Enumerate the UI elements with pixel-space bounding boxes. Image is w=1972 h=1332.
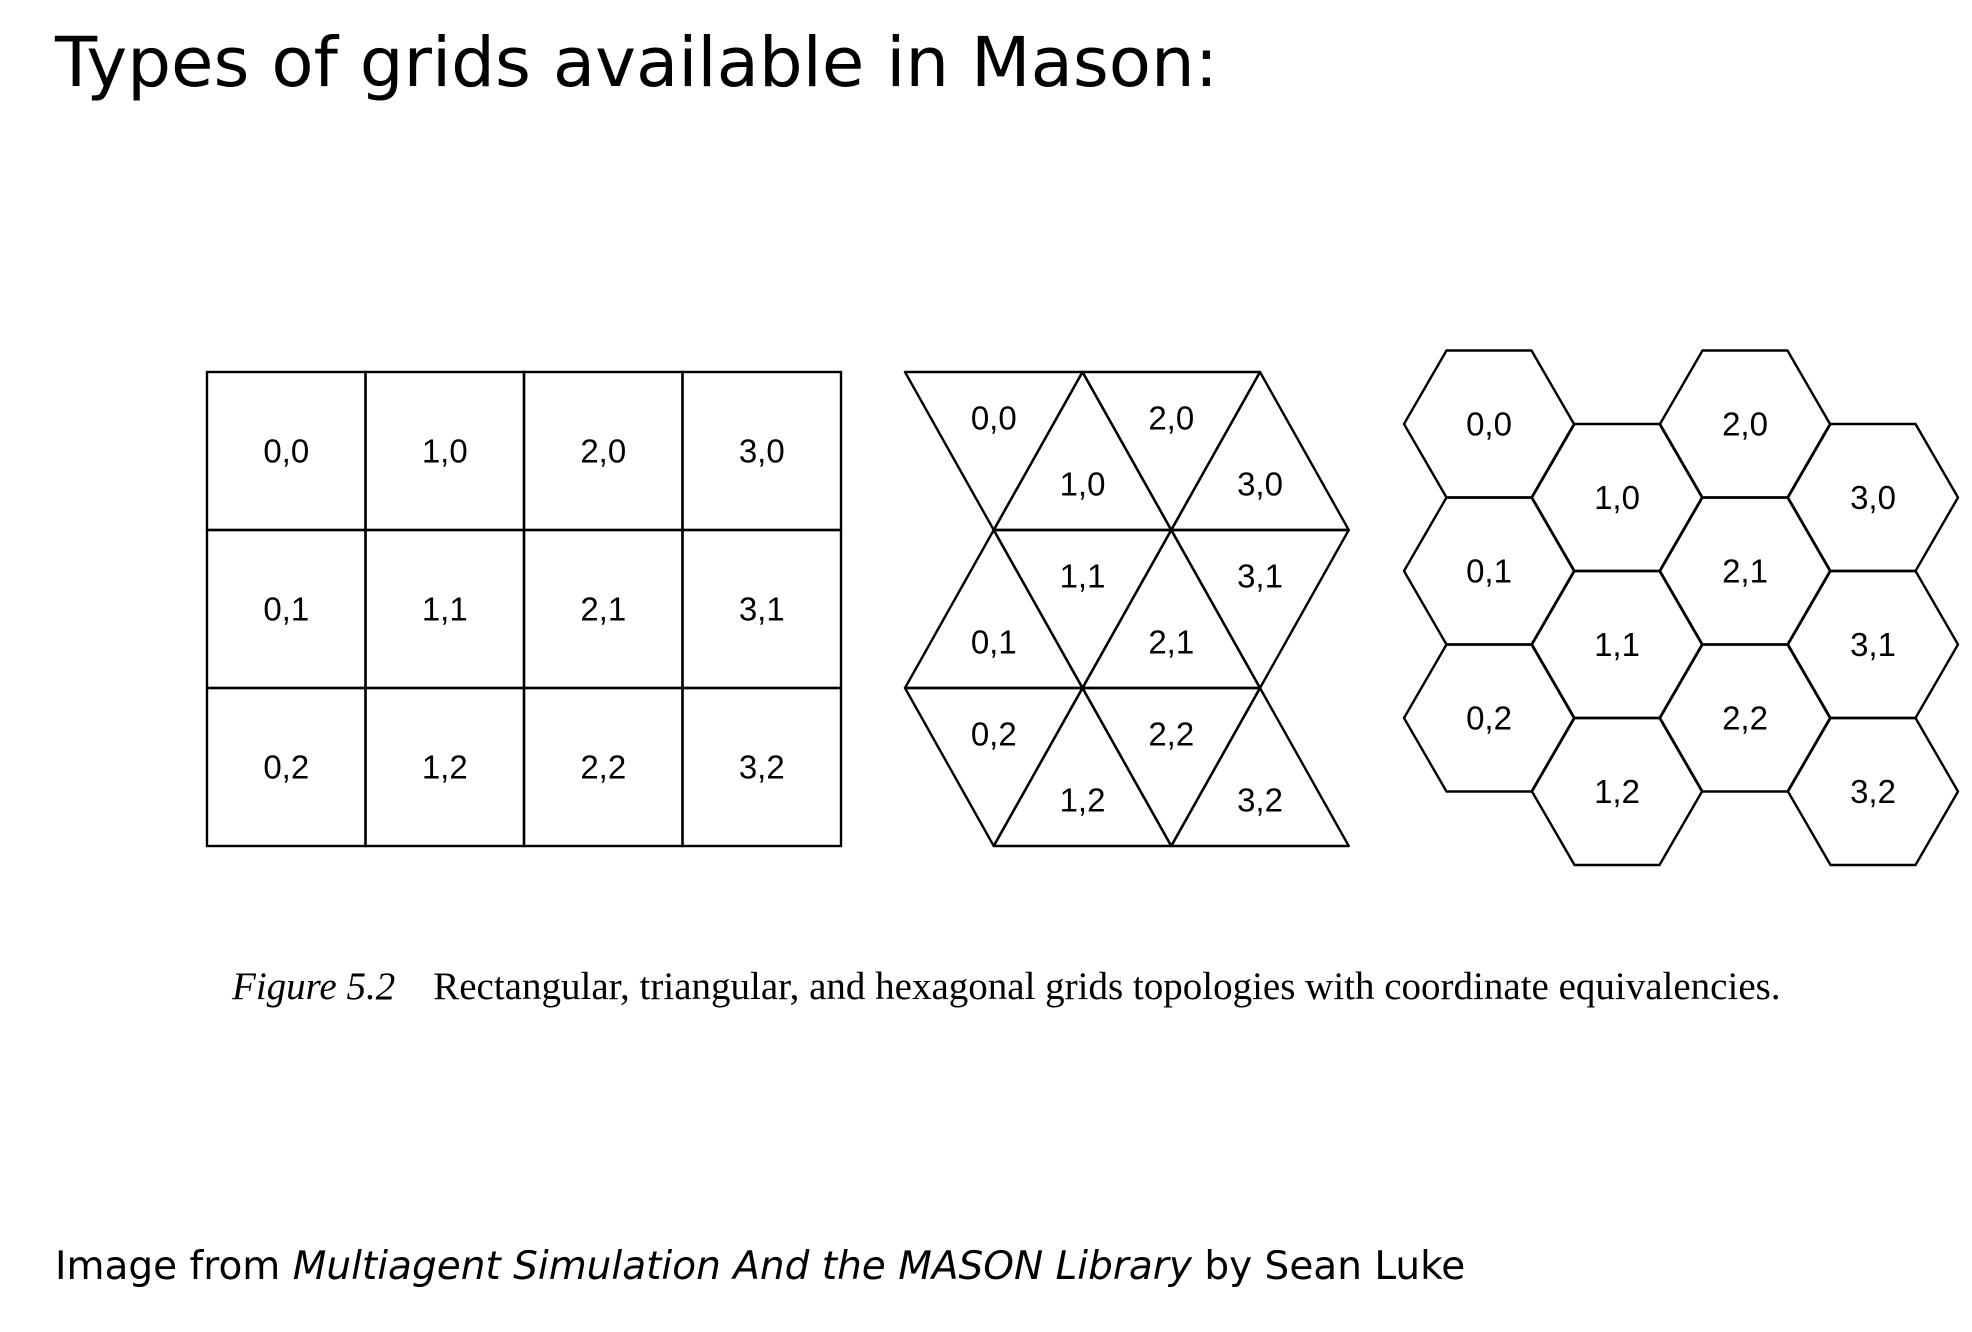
rect-grid-cell-label: 2,2 [580, 749, 626, 786]
rect-grid-cell-label: 3,0 [739, 433, 785, 470]
rect-grid-cell-label: 3,2 [739, 749, 785, 786]
slide-title: Types of grids available in Mason: [55, 23, 1218, 103]
rect-grid-cell [681, 686, 843, 848]
triangle-grid-cell-label: 1,1 [1060, 557, 1106, 594]
hex-grid-cell [1786, 716, 1960, 867]
hex-grid-cell-label: 2,0 [1722, 406, 1768, 443]
rect-grid-cell-label: 2,0 [580, 433, 626, 470]
triangle-grid-cell [1081, 528, 1262, 690]
triangular-grid: 0,0 1,0 2,0 3,0 0,1 1,1 2,1 3,1 0,2 1,2 2,2 3,2 [903, 370, 1350, 848]
triangle-grid-cell [992, 370, 1173, 532]
hex-grid-cell-label: 2,2 [1722, 700, 1768, 737]
triangle-grid-cell-label: 0,0 [971, 399, 1017, 436]
triangle-grid-cell-label: 3,1 [1237, 557, 1283, 594]
rect-grid-cell-label: 2,1 [580, 591, 626, 628]
triangle-grid-cell-label: 0,2 [971, 715, 1017, 752]
hex-grid-cell-label: 3,2 [1850, 773, 1896, 810]
hex-grid-cell-label: 3,0 [1850, 479, 1896, 516]
rect-grid-cell-label: 0,0 [263, 433, 309, 470]
triangle-grid-cell-label: 3,2 [1237, 782, 1283, 819]
figure-caption-text: Rectangular, triangular, and hexagonal g… [433, 965, 1781, 1008]
hex-grid-cell-label: 0,2 [1466, 700, 1512, 737]
triangle-grid-cell [1170, 686, 1350, 848]
triangle-grid-cell-label: 2,0 [1148, 399, 1194, 436]
rect-grid-cell-label: 3,1 [739, 591, 785, 628]
triangle-grid-cell-label: 0,1 [971, 624, 1017, 661]
credit-prefix: Image from [55, 1244, 281, 1289]
triangle-grid-cell [903, 686, 1084, 848]
triangle-grid-cell [1081, 686, 1262, 848]
credit-suffix: by Sean Luke [1204, 1244, 1466, 1289]
rect-grid-cell-label: 0,1 [263, 591, 309, 628]
hex-grid-cell-label: 1,2 [1594, 773, 1640, 810]
triangle-grid-cell-label: 1,0 [1060, 466, 1106, 503]
rect-grid-cell-label: 1,1 [422, 591, 468, 628]
triangle-grid-cell [992, 686, 1173, 848]
rect-grid-cell-label: 1,2 [422, 749, 468, 786]
hex-grid-cell-label: 0,1 [1466, 553, 1512, 590]
triangle-grid-cell [1081, 370, 1262, 532]
figure-label: Figure 5.2 [232, 965, 396, 1008]
triangle-grid-cell [992, 528, 1173, 690]
image-credit: Image from Multiagent Simulation And the… [55, 1244, 1465, 1289]
triangle-grid-cell-label: 3,0 [1237, 466, 1283, 503]
triangle-grid-cell [1170, 370, 1350, 532]
rect-grid-cell-label: 1,0 [422, 433, 468, 470]
hex-grid-cell-label: 1,0 [1594, 479, 1640, 516]
hex-grid-cell-label: 3,1 [1850, 626, 1896, 663]
hexagonal-grid: 0,0 1,0 2,0 3,0 0,1 1,1 2,1 3,1 0,2 1,2 2,2 3,2 [1402, 349, 1960, 867]
figure-caption: Figure 5.2 Rectangular, triangular, and h… [232, 964, 1781, 1009]
rect-grid-cell-label: 0,2 [263, 749, 309, 786]
rectangular-grid: 0,0 1,0 2,0 3,0 0,1 1,1 2,1 3,1 0,2 1,2 2,2 3,2 [205, 370, 843, 848]
hex-grid-cell-label: 0,0 [1466, 406, 1512, 443]
hex-grid-cell-label: 2,1 [1722, 553, 1768, 590]
credit-book-title: Multiagent Simulation And the MASON Libr… [292, 1244, 1192, 1289]
triangle-grid-cell-label: 2,1 [1148, 624, 1194, 661]
triangle-grid-cell-label: 2,2 [1148, 715, 1194, 752]
triangle-grid-cell [903, 528, 1084, 690]
hex-grid-cell-label: 1,1 [1594, 626, 1640, 663]
triangle-grid-cell [903, 370, 1084, 532]
triangle-grid-cell [1170, 528, 1350, 690]
triangle-grid-cell-label: 1,2 [1060, 782, 1106, 819]
